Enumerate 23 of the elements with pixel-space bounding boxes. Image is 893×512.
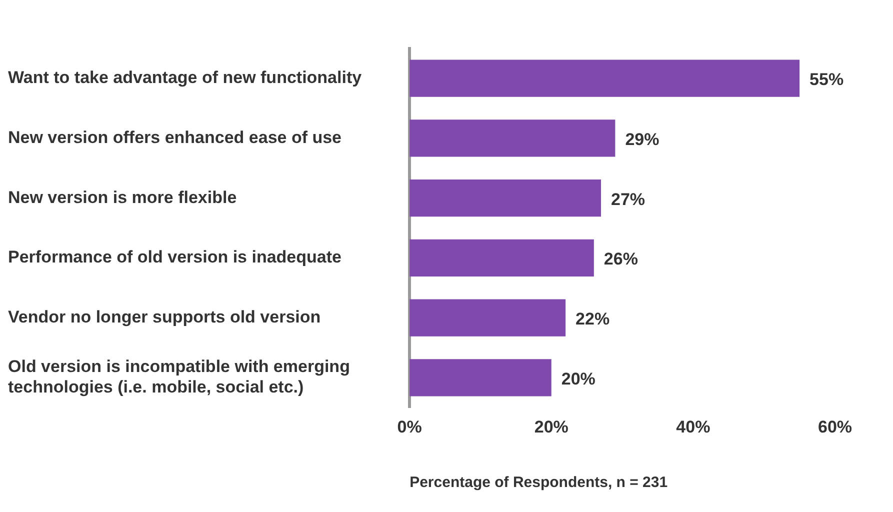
bar [410,120,616,157]
x-tick-label: 60% [818,417,852,436]
data-label: 29% [625,130,660,149]
y-tick-label: Old version is incompatible with emerging technologies (i.e. mobile, social etc.) [8,357,350,397]
y-tick-label: Performance of old version is inadequate [8,248,342,267]
data-label: 55% [810,70,844,90]
data-label: 27% [611,190,646,209]
bar [410,60,800,97]
y-tick-label: Vendor no longer supports old version [8,307,321,326]
y-tick-label: New version is more flexible [8,188,237,207]
x-tick-label: 40% [676,417,710,436]
x-tick-label: 20% [534,417,568,436]
data-label: 26% [604,250,638,269]
bar [410,359,552,396]
data-label: 22% [576,309,610,328]
y-tick-label: New version offers enhanced ease of use [8,128,342,147]
bar [410,299,566,336]
bar [410,239,594,276]
bar [410,180,602,217]
data-label: 20% [561,369,596,388]
x-axis-title: Percentage of Respondents, n = 231 [410,474,668,492]
x-tick-label: 0% [397,417,422,436]
y-tick-label: Want to take advantage of new functionality [8,68,362,88]
